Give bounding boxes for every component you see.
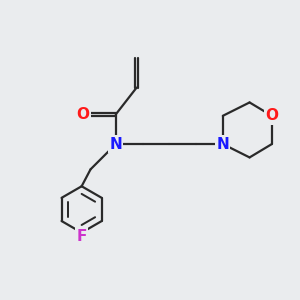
- Text: N: N: [216, 136, 229, 152]
- Text: F: F: [76, 229, 87, 244]
- Text: O: O: [266, 108, 278, 123]
- Text: O: O: [76, 107, 90, 122]
- Text: N: N: [110, 136, 122, 152]
